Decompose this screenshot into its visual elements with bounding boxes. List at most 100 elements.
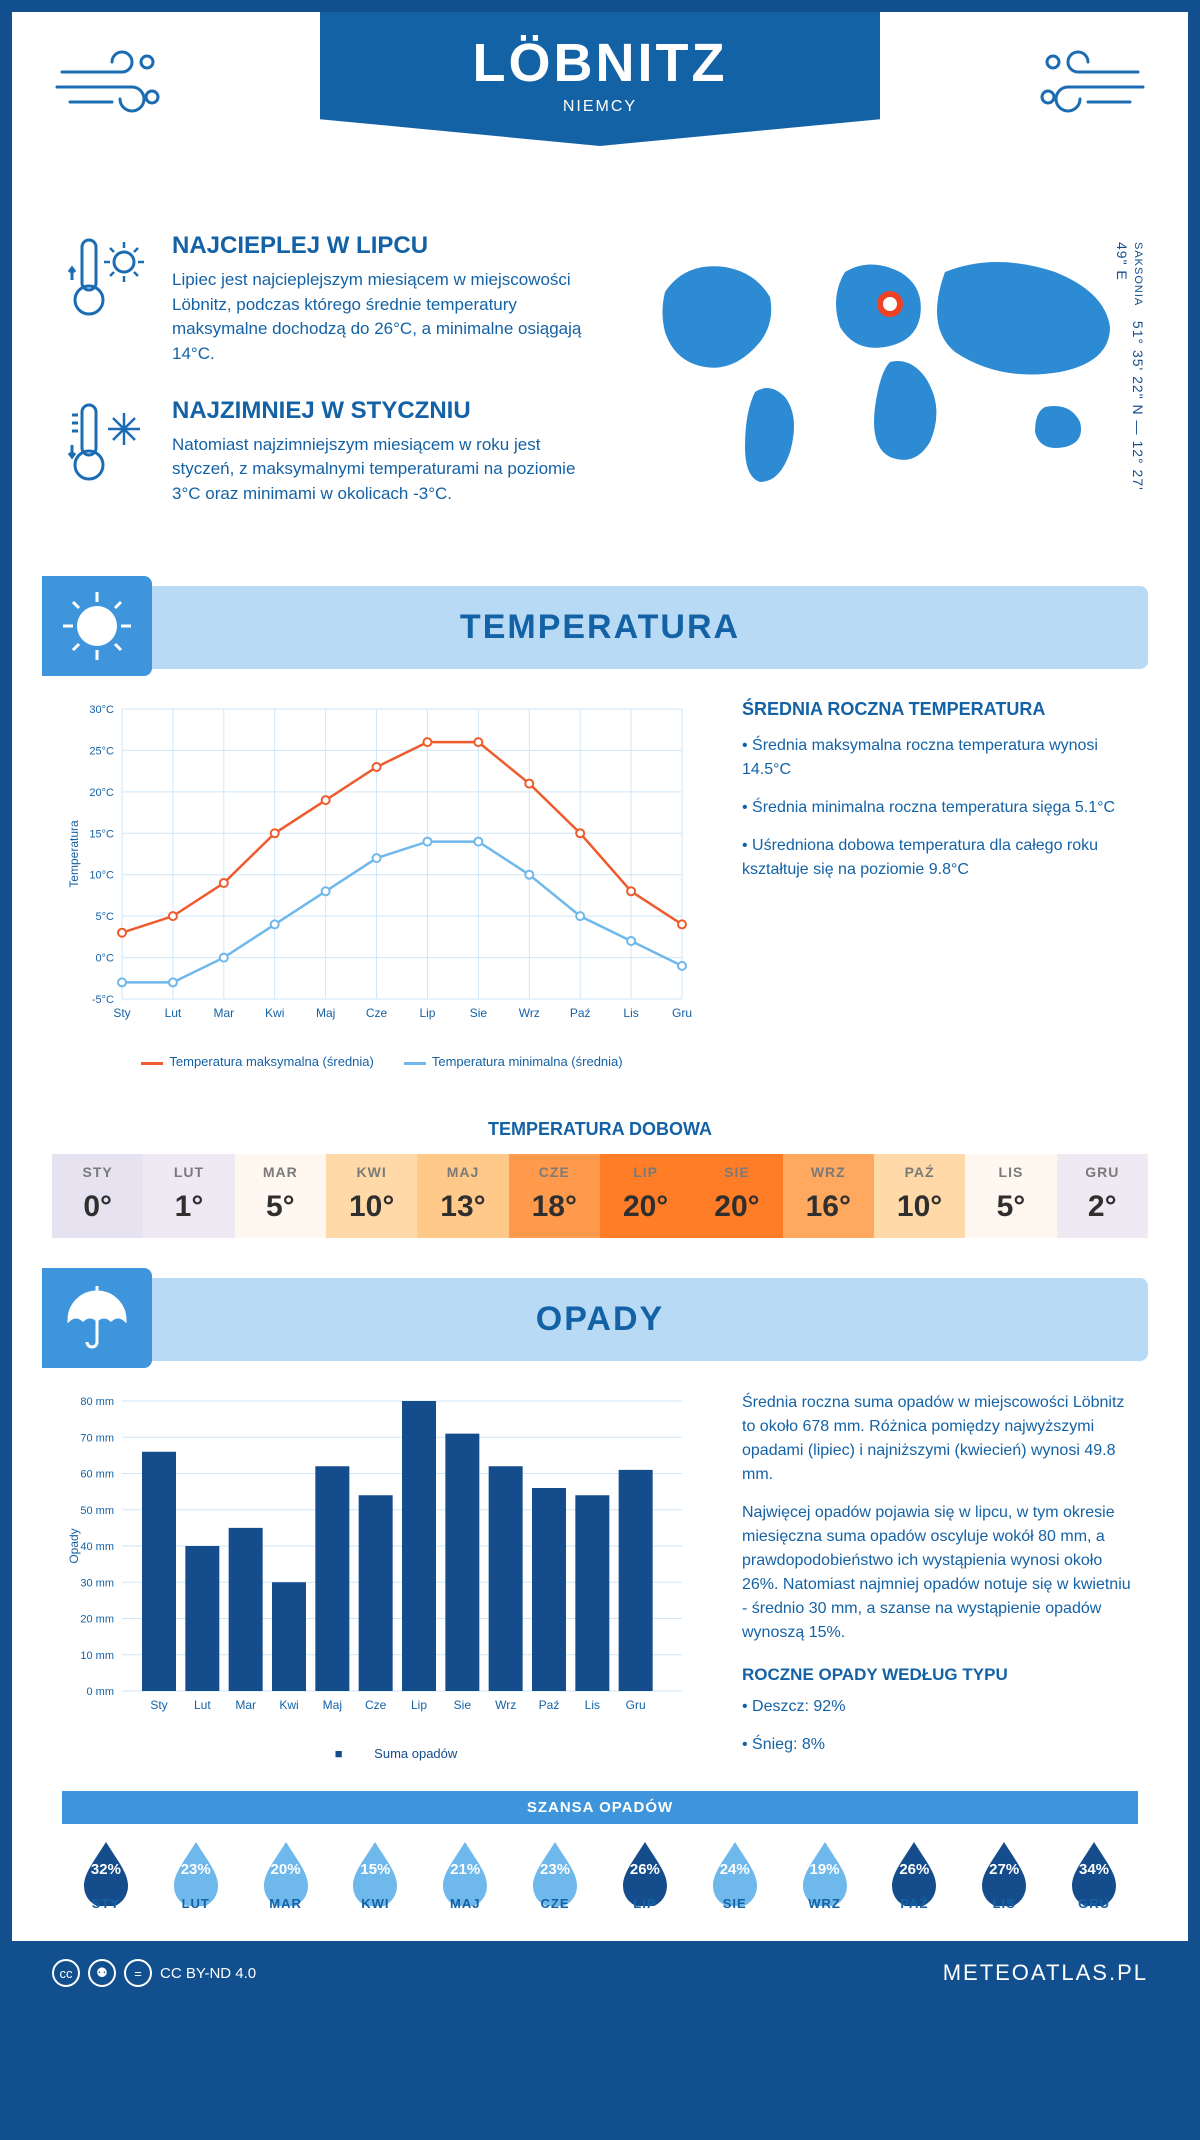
svg-text:Cze: Cze <box>365 1698 387 1712</box>
precip-p2: Najwięcej opadów pojawia się w lipcu, w … <box>742 1501 1138 1645</box>
daily-temp-cell: LUT1° <box>143 1154 234 1238</box>
chance-drop: 27%LIS <box>960 1838 1048 1911</box>
svg-text:Lip: Lip <box>419 1006 435 1020</box>
svg-text:Paź: Paź <box>539 1698 560 1712</box>
svg-text:Sie: Sie <box>454 1698 472 1712</box>
by-icon: ⚉ <box>88 1959 116 1987</box>
license-badges: cc ⚉ = CC BY-ND 4.0 <box>52 1959 256 1987</box>
svg-text:Kwi: Kwi <box>279 1698 298 1712</box>
daily-temp-cell: KWI10° <box>326 1154 417 1238</box>
fact-hot-text: Lipiec jest najcieplejszym miesiącem w m… <box>172 268 602 367</box>
temperature-summary: ŚREDNIA ROCZNA TEMPERATURA • Średnia mak… <box>742 699 1138 1069</box>
svg-text:Sty: Sty <box>113 1006 130 1020</box>
site-name: METEOATLAS.PL <box>943 1960 1148 1986</box>
svg-text:20 mm: 20 mm <box>80 1614 114 1626</box>
footer: cc ⚉ = CC BY-ND 4.0 METEOATLAS.PL <box>12 1941 1188 2005</box>
fact-hottest: NAJCIEPLEJ W LIPCU Lipiec jest najcieple… <box>62 232 602 367</box>
temp-bullet-1: • Średnia maksymalna roczna temperatura … <box>742 734 1138 782</box>
precip-chart-legend: ■ Suma opadów <box>62 1746 702 1761</box>
section-precip-header: OPADY <box>52 1278 1148 1361</box>
temperature-line-chart: -5°C0°C5°C10°C15°C20°C25°C30°CStyLutMarK… <box>62 699 702 1069</box>
daily-temp-cell: SIE20° <box>691 1154 782 1238</box>
svg-text:15°C: 15°C <box>89 829 114 841</box>
svg-text:Sie: Sie <box>470 1006 488 1020</box>
chance-drop: 24%SIE <box>691 1838 779 1911</box>
svg-text:30°C: 30°C <box>89 704 114 716</box>
location-coords: SAKSONIA 51° 35' 22" N — 12° 27' 49" E <box>1114 242 1146 497</box>
fact-cold-text: Natomiast najzimniejszym miesiącem w rok… <box>172 433 602 507</box>
daily-temp-cell: MAR5° <box>235 1154 326 1238</box>
daily-temp-title: TEMPERATURA DOBOWA <box>12 1119 1188 1140</box>
daily-temp-cell: GRU2° <box>1057 1154 1148 1238</box>
svg-text:80 mm: 80 mm <box>80 1396 114 1408</box>
chance-drop: 21%MAJ <box>421 1838 509 1911</box>
svg-text:Gru: Gru <box>626 1698 646 1712</box>
precip-type-title: ROCZNE OPADY WEDŁUG TYPU <box>742 1665 1138 1685</box>
svg-text:40 mm: 40 mm <box>80 1541 114 1553</box>
info-row: NAJCIEPLEJ W LIPCU Lipiec jest najcieple… <box>12 212 1188 576</box>
svg-text:Paź: Paź <box>570 1006 591 1020</box>
legend-max: Temperatura maksymalna (średnia) <box>141 1054 373 1069</box>
daily-temp-cell: WRZ16° <box>783 1154 874 1238</box>
svg-text:70 mm: 70 mm <box>80 1433 114 1445</box>
chance-drop: 26%LIP <box>601 1838 689 1911</box>
section-temperature-header: TEMPERATURA <box>52 586 1148 669</box>
chance-drop: 34%GRU <box>1050 1838 1138 1911</box>
precip-type-rain: • Deszcz: 92% <box>742 1695 1138 1719</box>
svg-text:5°C: 5°C <box>96 912 115 924</box>
temp-chart-legend: Temperatura maksymalna (średnia) Tempera… <box>62 1054 702 1069</box>
svg-text:Lut: Lut <box>194 1698 211 1712</box>
temp-bullet-2: • Średnia minimalna roczna temperatura s… <box>742 796 1138 820</box>
precipitation-summary: Średnia roczna suma opadów w miejscowośc… <box>742 1391 1138 1771</box>
fact-cold-title: NAJZIMNIEJ W STYCZNIU <box>172 397 602 425</box>
chance-drop: 19%WRZ <box>781 1838 869 1911</box>
svg-text:Kwi: Kwi <box>265 1006 284 1020</box>
legend-min: Temperatura minimalna (średnia) <box>404 1054 623 1069</box>
svg-text:Opady: Opady <box>67 1529 81 1564</box>
fact-coldest: NAJZIMNIEJ W STYCZNIU Natomiast najzimni… <box>62 397 602 507</box>
svg-text:Gru: Gru <box>672 1006 692 1020</box>
svg-text:50 mm: 50 mm <box>80 1505 114 1517</box>
chance-drop: 23%CZE <box>511 1838 599 1911</box>
precip-p1: Średnia roczna suma opadów w miejscowośc… <box>742 1391 1138 1487</box>
chance-drop: 32%STY <box>62 1838 150 1911</box>
cc-icon: cc <box>52 1959 80 1987</box>
svg-text:Cze: Cze <box>366 1006 388 1020</box>
svg-text:Sty: Sty <box>150 1698 167 1712</box>
svg-text:20°C: 20°C <box>89 787 114 799</box>
nd-icon: = <box>124 1959 152 1987</box>
daily-temp-cell: LIP20° <box>600 1154 691 1238</box>
temp-summary-title: ŚREDNIA ROCZNA TEMPERATURA <box>742 699 1138 720</box>
chance-drop: 20%MAR <box>242 1838 330 1911</box>
header: LÖBNITZ NIEMCY <box>12 12 1188 212</box>
chance-drop: 26%PAŹ <box>870 1838 958 1911</box>
svg-text:Lis: Lis <box>585 1698 600 1712</box>
temp-bullet-3: • Uśredniona dobowa temperatura dla całe… <box>742 834 1138 882</box>
title-band: LÖBNITZ NIEMCY <box>320 12 880 146</box>
svg-text:0 mm: 0 mm <box>87 1686 115 1698</box>
legend-precip: ■ Suma opadów <box>307 1746 458 1761</box>
svg-text:30 mm: 30 mm <box>80 1578 114 1590</box>
daily-temp-cell: PAŹ10° <box>874 1154 965 1238</box>
precip-type-snow: • Śnieg: 8% <box>742 1733 1138 1757</box>
precipitation-bar-chart: 0 mm 10 mm 20 mm 30 mm 40 mm 50 mm 60 mm 70 mm 8… <box>62 1391 702 1771</box>
world-map: SAKSONIA 51° 35' 22" N — 12° 27' 49" E <box>632 232 1138 497</box>
thermometer-cold-icon <box>62 397 152 507</box>
svg-text:Wrz: Wrz <box>519 1006 540 1020</box>
city-name: LÖBNITZ <box>330 32 870 94</box>
svg-text:25°C: 25°C <box>89 746 114 758</box>
svg-text:60 mm: 60 mm <box>80 1469 114 1481</box>
svg-text:Temperatura: Temperatura <box>67 820 81 888</box>
daily-temp-cell: STY0° <box>52 1154 143 1238</box>
climate-facts: NAJCIEPLEJ W LIPCU Lipiec jest najcieple… <box>62 232 602 536</box>
svg-text:Mar: Mar <box>235 1698 256 1712</box>
license-text: CC BY-ND 4.0 <box>160 1965 256 1982</box>
svg-text:10 mm: 10 mm <box>80 1650 114 1662</box>
daily-temp-cell: LIS5° <box>965 1154 1056 1238</box>
daily-temp-strip: STY0°LUT1°MAR5°KWI10°MAJ13°CZE18°LIP20°S… <box>52 1154 1148 1238</box>
wind-icon-left <box>52 42 172 136</box>
svg-text:Wrz: Wrz <box>495 1698 516 1712</box>
chance-drop: 15%KWI <box>331 1838 419 1911</box>
thermometer-hot-icon <box>62 232 152 367</box>
svg-text:Lip: Lip <box>411 1698 427 1712</box>
